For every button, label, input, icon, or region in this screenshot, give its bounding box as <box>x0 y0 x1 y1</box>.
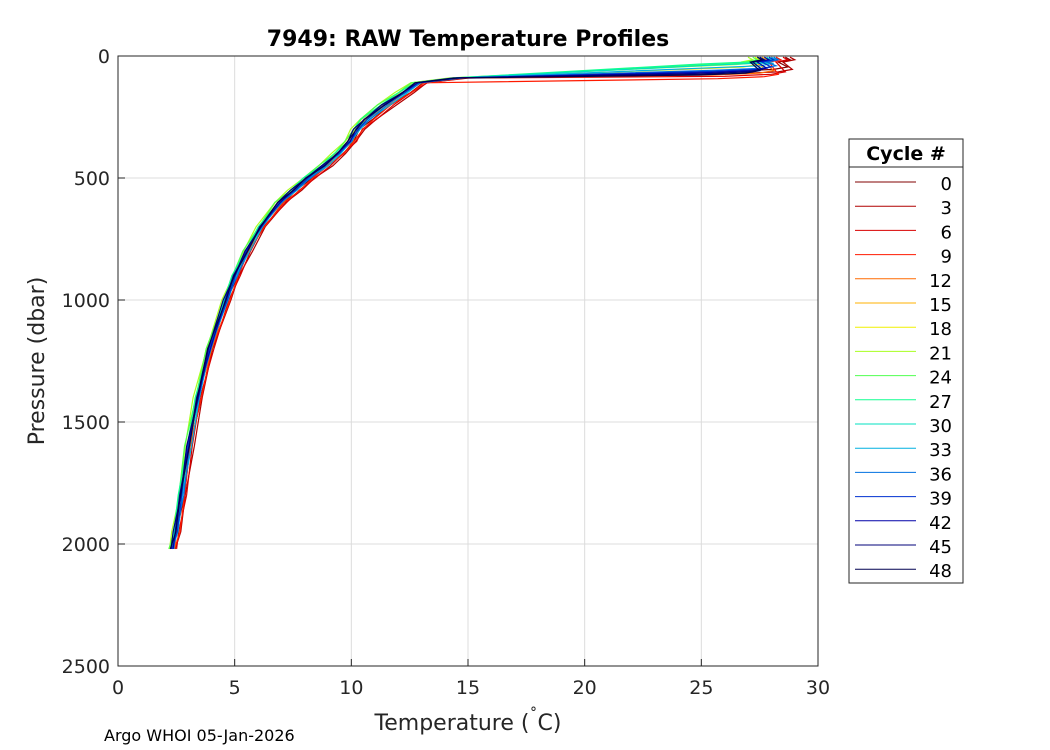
x-axis-label-unit: C) <box>537 711 561 736</box>
series-line-cycle-45 <box>170 56 767 549</box>
y-axis-label: Pressure (dbar) <box>25 277 50 446</box>
y-tick-label: 1000 <box>62 290 110 312</box>
x-tick-label: 0 <box>112 677 124 699</box>
chart-title: 7949: RAW Temperature Profiles <box>267 27 669 52</box>
x-axis-label: Temperature (˚C) <box>374 706 562 736</box>
x-tick-label: 5 <box>229 677 241 699</box>
legend-box <box>848 138 964 584</box>
legend-label-cycle-39: 39 <box>929 489 952 510</box>
x-tick-label: 25 <box>689 677 713 699</box>
footer-text: Argo WHOI 05-Jan-2026 <box>104 726 295 745</box>
legend-label-cycle-42: 42 <box>929 513 952 534</box>
legend-label-cycle-12: 12 <box>929 271 952 292</box>
legend-label-cycle-36: 36 <box>929 464 952 485</box>
axis-ticks: 0 5 10 15 20 25 30 0 500 1000 1500 2000 2500 <box>62 46 830 699</box>
series-line-cycle-48 <box>169 56 764 550</box>
legend-label-cycle-27: 27 <box>929 392 952 413</box>
legend-label-cycle-30: 30 <box>929 416 952 437</box>
x-axis-label-main: Temperature ( <box>374 711 530 736</box>
x-tick-label: 30 <box>806 677 830 699</box>
y-tick-label: 0 <box>98 46 110 68</box>
legend-label-cycle-33: 33 <box>929 440 952 461</box>
legend-label-cycle-21: 21 <box>929 343 952 364</box>
x-tick-label: 10 <box>339 677 363 699</box>
x-tick-label: 15 <box>456 677 480 699</box>
legend-label-cycle-24: 24 <box>929 368 952 389</box>
legend-label-cycle-0: 0 <box>941 174 952 195</box>
legend-label-cycle-48: 48 <box>929 561 952 582</box>
legend-label-cycle-45: 45 <box>929 537 952 558</box>
y-tick-label: 2500 <box>62 656 110 678</box>
legend-label-cycle-9: 9 <box>941 247 952 268</box>
legend-label-cycle-6: 6 <box>941 222 952 243</box>
y-tick-label: 2000 <box>62 534 110 556</box>
series-lines <box>168 56 797 550</box>
y-tick-label: 500 <box>74 168 110 190</box>
x-axis-label-degree: ˚ <box>529 706 537 725</box>
legend-title: Cycle # <box>866 143 946 165</box>
grid-lines <box>118 56 818 666</box>
legend-label-cycle-3: 3 <box>941 198 952 219</box>
x-tick-label: 20 <box>573 677 597 699</box>
legend-label-cycle-18: 18 <box>929 319 952 340</box>
y-tick-label: 1500 <box>62 412 110 434</box>
legend-label-cycle-15: 15 <box>929 295 952 316</box>
